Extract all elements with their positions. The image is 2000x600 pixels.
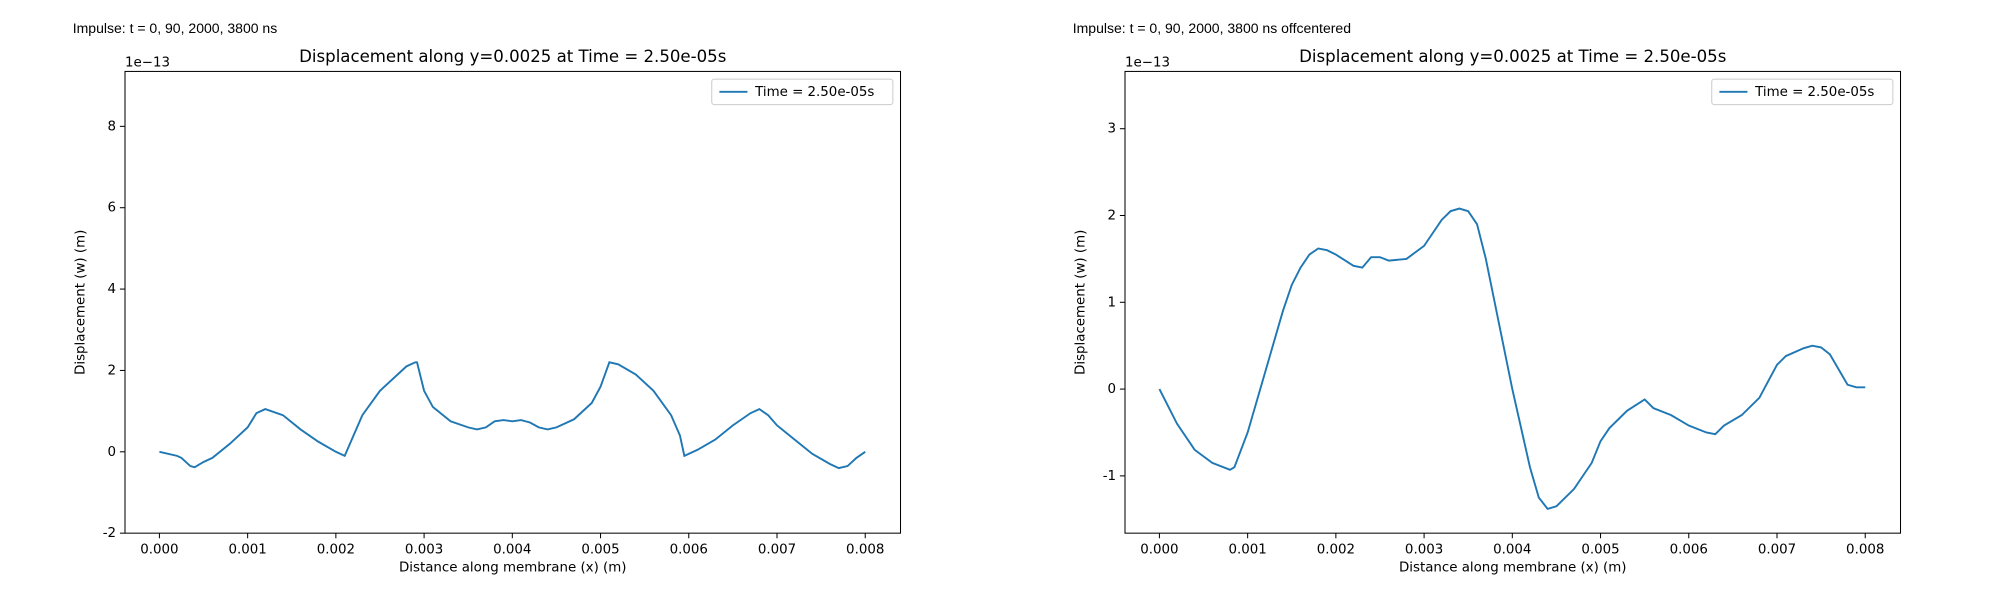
legend-label: Time = 2.50e-05s <box>1754 85 1874 100</box>
x-tick-label: 0.004 <box>493 543 531 558</box>
offset-label: 1e−13 <box>1125 56 1170 71</box>
x-tick-label: 0.004 <box>1493 543 1531 558</box>
offset-label: 1e−13 <box>125 56 170 71</box>
x-tick-label: 0.006 <box>670 543 708 558</box>
y-tick-label: 3 <box>1108 122 1117 137</box>
x-tick-label: 0.007 <box>758 543 796 558</box>
data-line <box>159 361 866 470</box>
y-tick-label: 4 <box>108 282 117 297</box>
annotation: Impulse: t = 0, 90, 2000, 3800 ns <box>73 20 278 36</box>
chart-title: Displacement along y=0.0025 at Time = 2.… <box>1299 47 1726 66</box>
y-tick-label: 2 <box>1108 209 1117 224</box>
y-tick-label: 6 <box>108 201 117 216</box>
x-tick-label: 0.002 <box>317 543 355 558</box>
x-axis-label: Distance along membrane (x) (m) <box>1399 561 1627 576</box>
x-tick-label: 0.001 <box>228 543 266 558</box>
axes-frame <box>124 70 902 534</box>
y-tick-label: 2 <box>108 363 117 378</box>
x-tick-label: 0.000 <box>1140 543 1178 558</box>
data-line <box>1158 207 1866 510</box>
y-tick-label: -2 <box>103 526 116 541</box>
x-tick-label: 0.006 <box>1670 543 1708 558</box>
legend-label: Time = 2.50e-05s <box>754 85 874 100</box>
y-tick-label: 0 <box>1108 382 1117 397</box>
axes-frame <box>1124 70 1902 534</box>
annotation: Impulse: t = 0, 90, 2000, 3800 ns offcen… <box>1073 20 1351 36</box>
x-tick-label: 0.005 <box>1581 543 1619 558</box>
x-tick-label: 0.000 <box>140 543 178 558</box>
x-tick-label: 0.007 <box>1758 543 1796 558</box>
y-tick-label: -1 <box>1103 469 1116 484</box>
x-tick-label: 0.005 <box>581 543 619 558</box>
legend-box <box>1711 78 1894 106</box>
x-tick-label: 0.002 <box>1317 543 1355 558</box>
legend-box <box>711 78 894 106</box>
y-axis-label: Displacement (w) (m) <box>73 230 88 375</box>
y-tick-label: 1 <box>1108 295 1117 310</box>
x-tick-label: 0.003 <box>1405 543 1443 558</box>
y-tick-label: 0 <box>108 445 117 460</box>
y-tick-label: 8 <box>108 119 117 134</box>
chart-title: Displacement along y=0.0025 at Time = 2.… <box>299 47 726 66</box>
x-tick-label: 0.008 <box>846 543 884 558</box>
x-tick-label: 0.008 <box>1846 543 1884 558</box>
y-axis-label: Displacement (w) (m) <box>1073 230 1088 375</box>
x-tick-label: 0.003 <box>405 543 443 558</box>
x-tick-label: 0.001 <box>1228 543 1266 558</box>
x-axis-label: Distance along membrane (x) (m) <box>399 561 627 576</box>
